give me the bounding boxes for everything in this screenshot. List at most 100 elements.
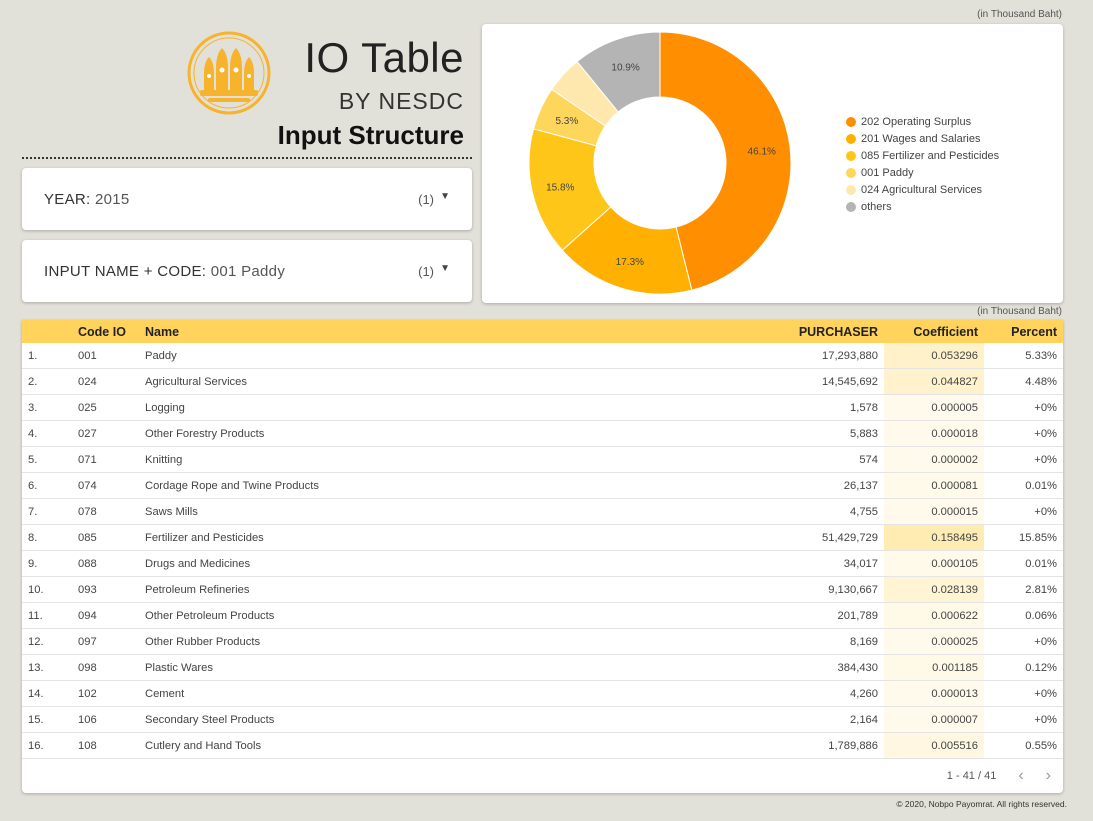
dropdown-caret-icon[interactable]: ▼	[440, 191, 450, 202]
legend-item[interactable]: 201 Wages and Salaries	[846, 130, 999, 147]
column-header-name[interactable]: Name	[145, 324, 180, 339]
row-name: Knitting	[139, 446, 599, 473]
row-coefficient: 0.044827	[884, 368, 984, 395]
row-purchaser: 14,545,692	[599, 368, 884, 395]
row-code: 098	[72, 654, 139, 681]
row-percent: 4.48%	[984, 368, 1063, 395]
legend-swatch	[846, 133, 856, 144]
table-row[interactable]: 6. 074 Cordage Rope and Twine Products 26,1…	[22, 472, 1063, 499]
table-row[interactable]: 1. 001 Paddy 17,293,880 0.053296 5.33%	[22, 343, 1063, 369]
table-row[interactable]: 9. 088 Drugs and Medicines 34,017 0.000105 0.…	[22, 550, 1063, 577]
table-row[interactable]: 7. 078 Saws Mills 4,755 0.000015 +0%	[22, 498, 1063, 525]
slice-label: 46.1%	[748, 146, 776, 157]
row-coefficient: 0.000007	[884, 706, 984, 733]
table-row[interactable]: 3. 025 Logging 1,578 0.000005 +0%	[22, 394, 1063, 421]
legend-item[interactable]: others	[846, 198, 999, 215]
row-coefficient: 0.001185	[884, 654, 984, 681]
legend-item[interactable]: 085 Fertilizer and Pesticides	[846, 147, 999, 164]
row-purchaser: 17,293,880	[599, 343, 884, 369]
prev-page-icon[interactable]: ‹	[1018, 767, 1024, 784]
row-purchaser: 4,755	[599, 498, 884, 525]
row-code: 074	[72, 472, 139, 499]
row-name: Paddy	[139, 343, 599, 369]
table-row[interactable]: 10. 093 Petroleum Refineries 9,130,667 0.028…	[22, 576, 1063, 603]
row-name: Plastic Wares	[139, 654, 599, 681]
column-header-percent[interactable]: Percent	[1011, 324, 1057, 339]
row-code: 106	[72, 706, 139, 733]
row-code: 094	[72, 602, 139, 629]
row-index: 1.	[22, 343, 72, 369]
table-row[interactable]: 14. 102 Cement 4,260 0.000013 +0%	[22, 680, 1063, 707]
input-structure-table: Code IO Name PURCHASER Coefficient Perce…	[22, 320, 1063, 793]
app-title: IO Table	[304, 34, 464, 81]
column-header-index	[22, 320, 72, 343]
legend-item[interactable]: 202 Operating Surplus	[846, 113, 999, 130]
row-purchaser: 201,789	[599, 602, 884, 629]
input-filter-value: 001 Paddy	[210, 263, 286, 280]
table-row[interactable]: 2. 024 Agricultural Services 14,545,692 0.04…	[22, 368, 1063, 395]
table-row[interactable]: 4. 027 Other Forestry Products 5,883 0.00001…	[22, 420, 1063, 447]
row-purchaser: 4,260	[599, 680, 884, 707]
row-purchaser: 5,883	[599, 420, 884, 447]
row-purchaser: 26,137	[599, 472, 884, 499]
row-percent: +0%	[984, 680, 1063, 707]
legend-swatch	[846, 167, 856, 178]
row-percent: 0.55%	[984, 732, 1063, 759]
table-row[interactable]: 12. 097 Other Rubber Products 8,169 0.000025…	[22, 628, 1063, 655]
row-index: 8.	[22, 524, 72, 551]
row-percent: 5.33%	[984, 343, 1063, 369]
row-code: 027	[72, 420, 139, 447]
column-header-code[interactable]: Code IO	[78, 324, 126, 339]
table-row[interactable]: 15. 106 Secondary Steel Products 2,164 0.000…	[22, 706, 1063, 733]
row-percent: +0%	[984, 394, 1063, 421]
legend-item[interactable]: 024 Agricultural Services	[846, 181, 999, 198]
row-name: Cement	[139, 680, 599, 707]
row-name: Other Petroleum Products	[139, 602, 599, 629]
next-page-icon[interactable]: ›	[1045, 767, 1051, 784]
row-purchaser: 1,789,886	[599, 732, 884, 759]
row-purchaser: 2,164	[599, 706, 884, 733]
row-percent: 0.01%	[984, 550, 1063, 577]
header-divider	[22, 157, 472, 159]
row-index: 16.	[22, 732, 72, 759]
row-name: Saws Mills	[139, 498, 599, 525]
table-row[interactable]: 13. 098 Plastic Wares 384,430 0.001185 0.12%	[22, 654, 1063, 681]
row-name: Drugs and Medicines	[139, 550, 599, 577]
row-code: 088	[72, 550, 139, 577]
row-name: Petroleum Refineries	[139, 576, 599, 603]
column-header-purchaser[interactable]: PURCHASER	[798, 324, 878, 339]
input-name-filter[interactable]: INPUT NAME + CODE: 001 Paddy (1) ▼	[22, 240, 472, 302]
row-percent: 0.12%	[984, 654, 1063, 681]
row-code: 108	[72, 732, 139, 759]
input-filter-label: INPUT NAME + CODE:	[44, 263, 207, 280]
column-header-coefficient[interactable]: Coefficient	[913, 324, 978, 339]
row-coefficient: 0.000013	[884, 680, 984, 707]
legend-swatch	[846, 150, 856, 161]
row-coefficient: 0.005516	[884, 732, 984, 759]
donut-slice[interactable]	[659, 31, 792, 291]
row-percent: 15.85%	[984, 524, 1063, 551]
donut-chart: 46.1% 17.3% 15.8% 5.3% 10.9%	[528, 31, 792, 295]
legend-swatch	[846, 116, 856, 127]
donut-slice[interactable]	[576, 31, 661, 113]
legend-swatch	[846, 201, 856, 212]
table-row[interactable]: 11. 094 Other Petroleum Products 201,789 0.0…	[22, 602, 1063, 629]
row-purchaser: 574	[599, 446, 884, 473]
row-index: 14.	[22, 680, 72, 707]
row-purchaser: 384,430	[599, 654, 884, 681]
row-code: 025	[72, 394, 139, 421]
row-name: Secondary Steel Products	[139, 706, 599, 733]
year-filter[interactable]: YEAR: 2015 (1) ▼	[22, 168, 472, 230]
table-row[interactable]: 8. 085 Fertilizer and Pesticides 51,429,729…	[22, 524, 1063, 551]
table-row[interactable]: 16. 108 Cutlery and Hand Tools 1,789,886 0.0…	[22, 732, 1063, 759]
dropdown-caret-icon[interactable]: ▼	[440, 263, 450, 274]
table-row[interactable]: 5. 071 Knitting 574 0.000002 +0%	[22, 446, 1063, 473]
row-code: 097	[72, 628, 139, 655]
legend-item[interactable]: 001 Paddy	[846, 164, 999, 181]
row-index: 7.	[22, 498, 72, 525]
row-coefficient: 0.158495	[884, 524, 984, 551]
row-name: Agricultural Services	[139, 368, 599, 395]
legend-label: 024 Agricultural Services	[861, 183, 983, 196]
slice-label: 10.9%	[611, 62, 639, 73]
row-code: 102	[72, 680, 139, 707]
